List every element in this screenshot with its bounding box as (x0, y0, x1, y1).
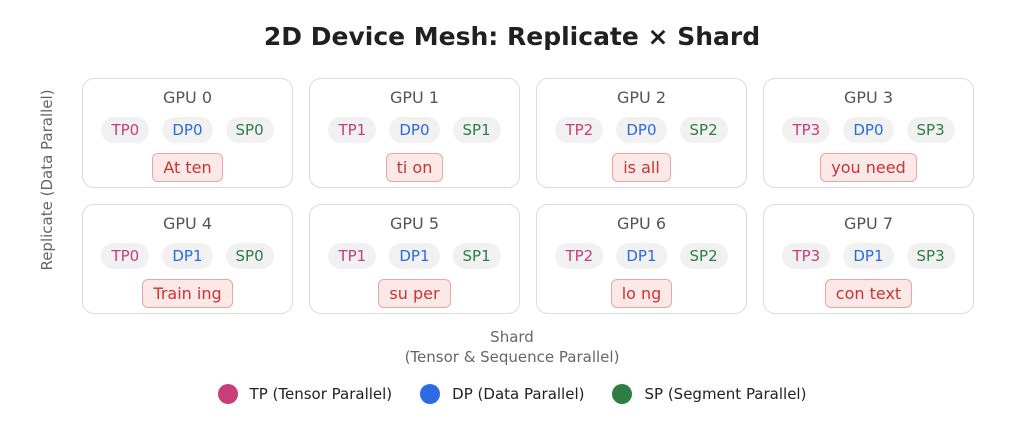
gpu-name: GPU 7 (843, 214, 894, 233)
dp-chip: DP0 (162, 117, 213, 143)
device-mesh-grid: GPU 0 TP0 DP0 SP0 At ten GPU 1 TP1 DP0 S… (82, 78, 974, 314)
gpu-card-7: GPU 7 TP3 DP1 SP3 con text (763, 204, 974, 314)
legend-label: TP (Tensor Parallel) (249, 385, 393, 403)
tp-chip: TP3 (782, 243, 831, 269)
gpu-card-0: GPU 0 TP0 DP0 SP0 At ten (82, 78, 293, 188)
gpu-card-5: GPU 5 TP1 DP1 SP1 su per (309, 204, 520, 314)
x-axis-sublabel: (Tensor & Sequence Parallel) (404, 348, 620, 366)
tp-chip: TP0 (101, 243, 150, 269)
token-badge: lo ng (610, 279, 673, 308)
diagram-title: 2D Device Mesh: Replicate × Shard (263, 22, 761, 51)
gpu-name: GPU 5 (389, 214, 440, 233)
dp-chip: DP1 (162, 243, 213, 269)
rank-chips: TP3 DP0 SP3 (782, 117, 955, 143)
rank-chips: TP1 DP1 SP1 (328, 243, 501, 269)
y-axis-label: Replicate (Data Parallel) (38, 89, 56, 271)
token-badge: is all (612, 153, 671, 182)
token-badge: Train ing (142, 279, 233, 308)
tp-chip: TP3 (782, 117, 831, 143)
tp-chip: TP0 (101, 117, 150, 143)
dp-chip: DP0 (616, 117, 667, 143)
x-axis-label: Shard (490, 328, 534, 346)
sp-chip: SP1 (452, 243, 501, 269)
dp-dot-icon (420, 384, 441, 404)
gpu-name: GPU 3 (843, 88, 894, 107)
tp-dot-icon (217, 384, 238, 404)
dp-chip: DP0 (389, 117, 440, 143)
rank-chips: TP3 DP1 SP3 (782, 243, 955, 269)
rank-chips: TP2 DP0 SP2 (555, 117, 728, 143)
gpu-name: GPU 2 (616, 88, 667, 107)
token-badge: At ten (152, 153, 223, 182)
token-badge: ti on (385, 153, 444, 182)
sp-chip: SP2 (679, 117, 728, 143)
gpu-card-3: GPU 3 TP3 DP0 SP3 you need (763, 78, 974, 188)
gpu-name: GPU 0 (162, 88, 213, 107)
sp-chip: SP0 (225, 243, 274, 269)
rank-chips: TP1 DP0 SP1 (328, 117, 501, 143)
legend-item-dp: DP (Data Parallel) (420, 384, 584, 404)
rank-chips: TP0 DP1 SP0 (101, 243, 274, 269)
sp-chip: SP3 (906, 243, 955, 269)
legend-label: DP (Data Parallel) (452, 385, 585, 403)
tp-chip: TP2 (555, 243, 604, 269)
dp-chip: DP1 (389, 243, 440, 269)
token-badge: con text (824, 279, 913, 308)
tp-chip: TP1 (328, 243, 377, 269)
legend-label: SP (Segment Parallel) (644, 385, 807, 403)
legend-item-sp: SP (Segment Parallel) (612, 384, 806, 404)
gpu-card-1: GPU 1 TP1 DP0 SP1 ti on (309, 78, 520, 188)
dp-chip: DP0 (843, 117, 894, 143)
tp-chip: TP1 (328, 117, 377, 143)
gpu-card-6: GPU 6 TP2 DP1 SP2 lo ng (536, 204, 747, 314)
rank-chips: TP0 DP0 SP0 (101, 117, 274, 143)
gpu-card-2: GPU 2 TP2 DP0 SP2 is all (536, 78, 747, 188)
dp-chip: DP1 (843, 243, 894, 269)
sp-chip: SP0 (225, 117, 274, 143)
sp-chip: SP2 (679, 243, 728, 269)
gpu-name: GPU 1 (389, 88, 440, 107)
sp-dot-icon (612, 384, 633, 404)
gpu-name: GPU 4 (162, 214, 213, 233)
legend-item-tp: TP (Tensor Parallel) (217, 384, 393, 404)
gpu-card-4: GPU 4 TP0 DP1 SP0 Train ing (82, 204, 293, 314)
dp-chip: DP1 (616, 243, 667, 269)
sp-chip: SP1 (452, 117, 501, 143)
token-badge: you need (820, 153, 917, 182)
legend: TP (Tensor Parallel) DP (Data Parallel) … (0, 384, 1024, 404)
gpu-name: GPU 6 (616, 214, 667, 233)
token-badge: su per (378, 279, 451, 308)
sp-chip: SP3 (906, 117, 955, 143)
tp-chip: TP2 (555, 117, 604, 143)
rank-chips: TP2 DP1 SP2 (555, 243, 728, 269)
